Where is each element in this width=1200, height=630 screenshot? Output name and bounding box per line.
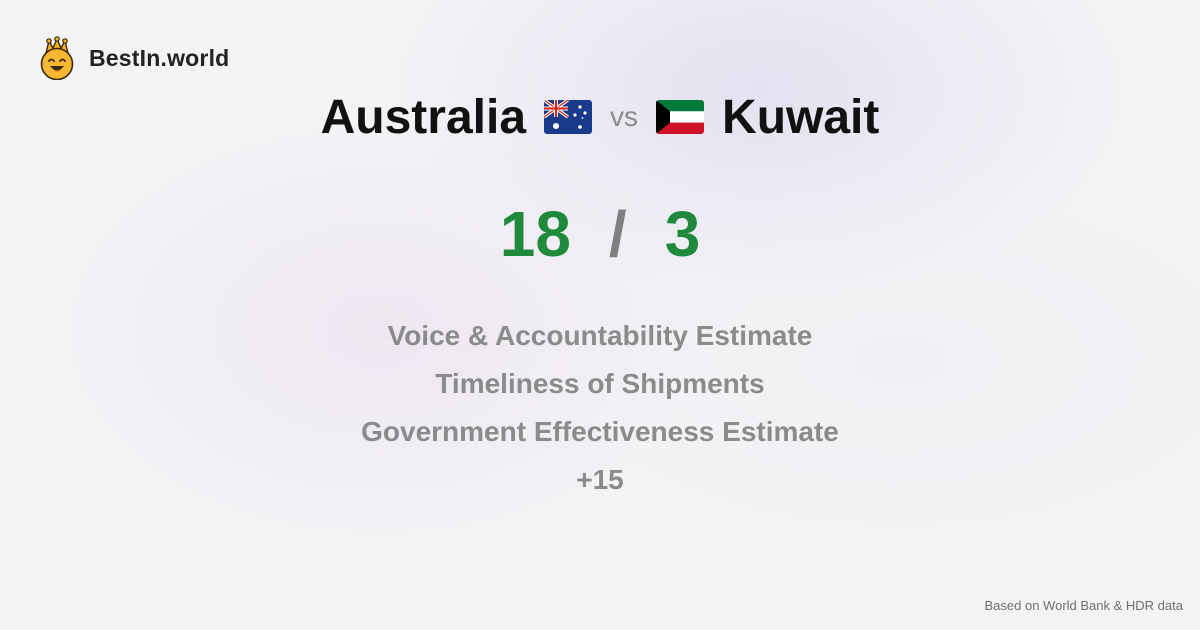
more-metrics-count: +15 [576, 464, 624, 495]
vs-label: vs [610, 101, 639, 132]
left-country-name: Australia [320, 90, 527, 144]
crown-smiley-icon [40, 36, 74, 80]
metric-item: Timeliness of Shipments [435, 368, 765, 399]
right-score: 3 [664, 198, 701, 270]
australia-flag-icon [544, 100, 593, 134]
right-country-name: Kuwait [722, 90, 880, 144]
metric-item: Government Effectiveness Estimate [361, 416, 839, 447]
metric-list: Voice & Accountability Estimate Timeline… [0, 312, 1200, 504]
left-score: 18 [499, 198, 571, 270]
comparison-title: Australia vs Kuwait [0, 86, 1200, 148]
score-display: 18 / 3 [0, 196, 1200, 272]
data-source-note: Based on World Bank & HDR data [984, 598, 1183, 613]
brand-link[interactable]: BestIn.world [38, 36, 229, 80]
kuwait-flag-icon [656, 100, 705, 134]
score-separator: / [608, 198, 627, 270]
metric-item: Voice & Accountability Estimate [387, 320, 813, 351]
brand-name: BestIn.world [89, 44, 230, 71]
